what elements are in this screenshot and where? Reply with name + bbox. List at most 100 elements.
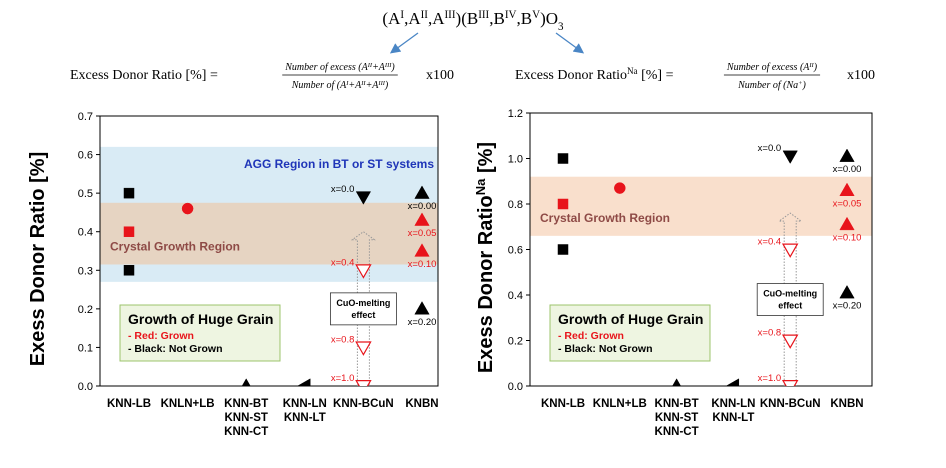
x-tick-label: KNN-BT [224, 398, 268, 410]
y-tick-label: 0.6 [508, 245, 523, 257]
region-band [530, 176, 872, 236]
supscript: I [345, 80, 349, 87]
point [355, 264, 372, 279]
y-tick-label: 0.0 [78, 381, 93, 393]
dotted-arrow [350, 231, 376, 386]
subscript: 3 [558, 21, 564, 33]
point [614, 182, 626, 194]
region-label: AGG Region in BT or ST systems [244, 157, 434, 171]
supscript: I [400, 9, 404, 21]
equation-denominator: Number of (Na+) [737, 80, 806, 92]
x-tick-label: KNN-LN [711, 398, 755, 410]
x-tick-label: KNLN+LB [593, 398, 647, 410]
point [414, 301, 430, 315]
y-axis-title: Exess Donor RatioNa [%] [473, 142, 498, 373]
y-tick-label: 0.0 [508, 381, 523, 393]
point [672, 378, 682, 386]
text-run: +A [348, 80, 362, 91]
point [355, 191, 372, 205]
supscript: Na [473, 178, 488, 195]
point-label: x=0.8 [331, 334, 355, 345]
point [414, 243, 430, 257]
y-tick-label: 0.2 [78, 304, 93, 316]
text-run: Excess Donor Ratio [515, 68, 627, 83]
legend-box [549, 304, 711, 362]
text-run: ) [384, 80, 389, 91]
text-run: [%] [475, 142, 497, 179]
y-tick-label: 0.6 [78, 150, 93, 162]
points [123, 185, 430, 386]
point-label: x=0.05 [833, 198, 862, 209]
x-tick-label: KNN-LT [712, 412, 754, 424]
text-run: ,A [428, 9, 445, 28]
y-tick-label: 0.1 [78, 342, 93, 354]
text-run: Number of excess (A [726, 62, 810, 73]
text-run: Number of (A [291, 80, 347, 91]
point-label: x=1.0 [758, 373, 782, 384]
point [414, 185, 430, 199]
note-text: effect [778, 301, 802, 311]
x-tick-label: KNN-ST [655, 412, 698, 424]
legend-item: - Black: Not Grown [128, 343, 223, 355]
supscript: III [478, 9, 489, 21]
equation-multiplier: x100 [426, 68, 454, 83]
text-run: ) [390, 62, 395, 73]
point [557, 244, 569, 255]
point [839, 285, 855, 299]
legend-title: Growth of Huge Grain [558, 311, 703, 327]
point [781, 243, 799, 258]
point [355, 341, 372, 356]
supscript: III [444, 9, 455, 21]
legend-item: - Black: Not Grown [558, 343, 653, 355]
legend-item: - Red: Grown [128, 330, 194, 342]
region-band [100, 202, 438, 265]
y-axis-title: Exess Donor Ratio [%] [27, 152, 49, 366]
text-run: [%] = [638, 68, 674, 83]
note-text: effect [351, 310, 375, 320]
note-text: CuO-melting [336, 298, 390, 308]
formula: (AI,AII,AIII)(BIII,BIV,BV)O3 [382, 9, 564, 33]
note-text: CuO-melting [763, 289, 817, 299]
y-tick-label: 0.7 [78, 111, 93, 123]
point [557, 153, 569, 164]
point [781, 334, 799, 349]
supscript: Na [627, 66, 638, 76]
text-run: )O [540, 9, 558, 28]
point [782, 150, 798, 164]
x-tick-label: KNN-ST [224, 412, 267, 424]
y-tick-label: 0.5 [78, 188, 93, 200]
point [355, 380, 372, 386]
x-tick-label: KNN-LB [541, 398, 585, 410]
equation-lhs: Excess Donor RatioNa [%] = [515, 66, 674, 83]
note-box [756, 283, 824, 316]
text-run: Number of excess (A [284, 62, 368, 73]
supscript: II [360, 80, 366, 87]
point [725, 378, 740, 386]
supscript: III [384, 62, 392, 69]
x-tick-label: KNN-BT [655, 398, 699, 410]
x-tick-label: KNN-LN [283, 398, 327, 410]
supscript: II [421, 9, 429, 21]
point [297, 378, 311, 386]
point [241, 378, 251, 386]
point [839, 148, 855, 162]
x-tick-label: KNN-LB [107, 398, 151, 410]
point-label: x=0.10 [833, 232, 862, 243]
point-label: x=1.0 [331, 373, 355, 384]
y-tick-label: 0.3 [78, 265, 93, 277]
y-tick-label: 1.0 [508, 154, 523, 166]
point-label: x=0.4 [331, 257, 355, 268]
text-run: +A [366, 80, 380, 91]
point [123, 265, 135, 276]
point-label: x=0.0 [758, 143, 782, 154]
text-run: +A [372, 62, 386, 73]
y-tick-label: 0.8 [508, 199, 523, 211]
point [181, 202, 194, 215]
supscript: + [798, 80, 802, 87]
point [839, 216, 855, 231]
y-tick-label: 0.2 [508, 336, 523, 348]
equation-lhs: Excess Donor Ratio [%] = [70, 68, 218, 83]
region-label: Crystal Growth Region [540, 211, 670, 225]
equation-numerator: Number of excess (AII+AIII) [284, 62, 395, 74]
